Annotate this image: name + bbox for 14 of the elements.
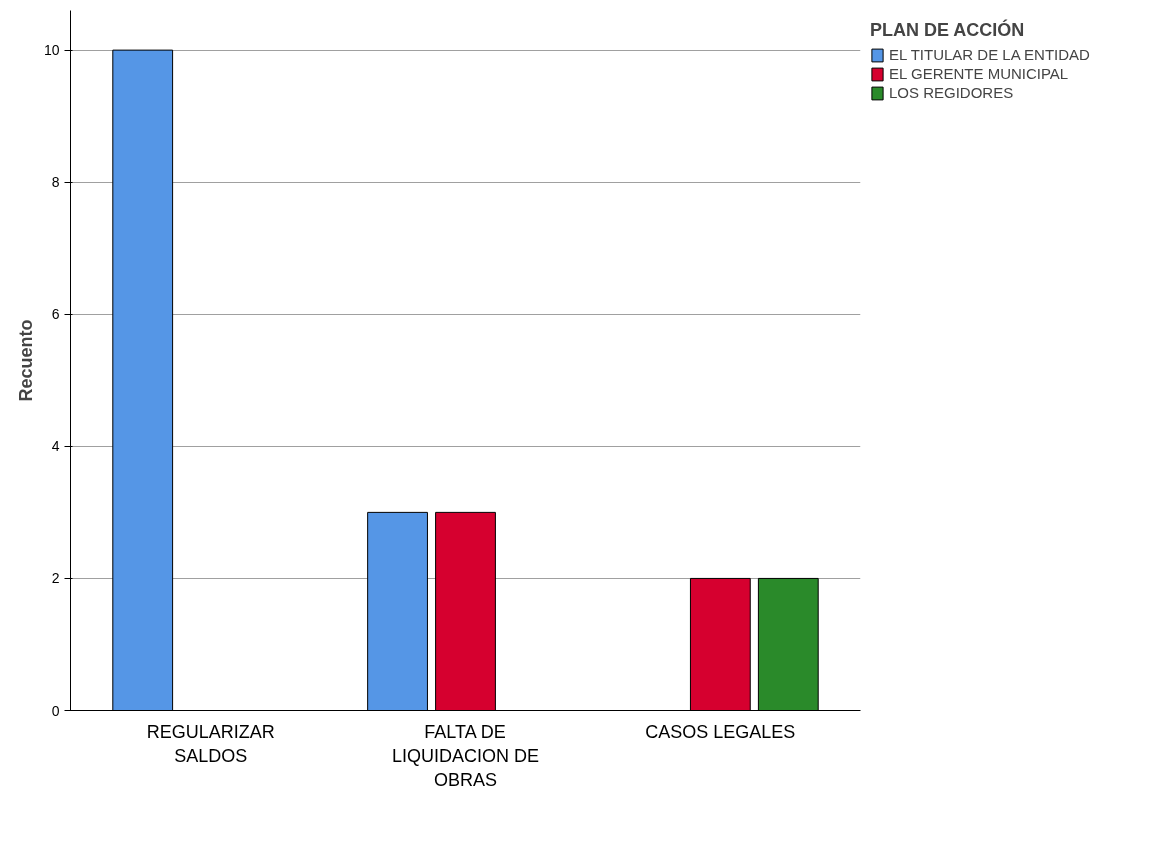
- legend-label: EL GERENTE MUNICIPAL: [889, 65, 1069, 82]
- x-tick-label: REGULARIZAR SALDOS: [146, 721, 275, 766]
- legend-label: LOS REGIDORES: [889, 84, 1014, 101]
- x-tick-label: FALTA DE LIQUIDACION DE OBRAS: [391, 721, 540, 790]
- y-axis-title: Recuento: [15, 319, 36, 402]
- legend-title: PLAN DE ACCIÓN: [870, 20, 1026, 41]
- y-tick-label: 10: [43, 42, 60, 59]
- x-tick-label: CASOS LEGALES: [645, 721, 796, 742]
- y-tick-label: 0: [51, 702, 60, 719]
- y-tick-label: 2: [51, 570, 60, 587]
- y-tick-label: 8: [51, 174, 60, 191]
- y-tick-label: 4: [51, 438, 60, 455]
- y-tick-label: 6: [51, 306, 60, 323]
- legend-label: EL TITULAR DE LA ENTIDAD: [889, 46, 1090, 63]
